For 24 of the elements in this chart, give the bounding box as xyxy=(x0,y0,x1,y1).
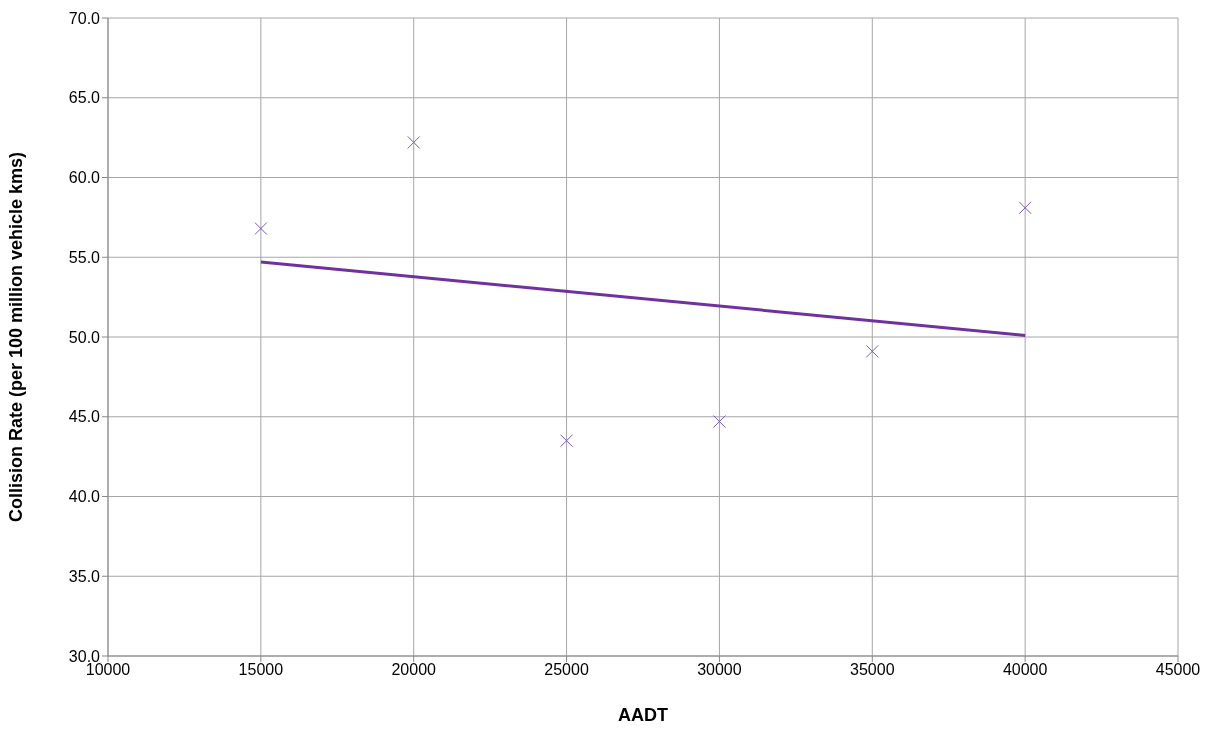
y-tick-label: 65.0 xyxy=(68,89,101,107)
x-tick-label: 40000 xyxy=(1002,661,1048,679)
x-tick-label: 35000 xyxy=(850,661,895,679)
y-tick-label: 55.0 xyxy=(68,248,101,266)
point xyxy=(407,135,421,149)
point xyxy=(1018,201,1032,215)
y-tick-label: 40.0 xyxy=(68,488,101,506)
point xyxy=(254,222,268,236)
x-tick-label: 15000 xyxy=(238,661,284,679)
y-axis-title: Collision Rate (per 100 million vehicle kms) xyxy=(6,151,27,523)
x-axis-title: AADT xyxy=(618,705,668,725)
x-tick-label: 25000 xyxy=(544,661,589,679)
x-tick-label: 30000 xyxy=(697,661,742,679)
y-tick-label: 45.0 xyxy=(68,408,101,426)
x-tick-label: 45000 xyxy=(1155,661,1201,679)
y-tick-label: 60.0 xyxy=(68,169,101,187)
point xyxy=(865,344,879,358)
y-tick-label: 35.0 xyxy=(68,567,101,585)
point xyxy=(712,415,726,429)
x-tick-label: 20000 xyxy=(391,661,437,679)
x-tick-label: 10000 xyxy=(85,661,131,679)
point xyxy=(560,434,574,448)
y-tick-label: 70.0 xyxy=(68,9,101,27)
y-tick-label: 50.0 xyxy=(68,328,101,346)
